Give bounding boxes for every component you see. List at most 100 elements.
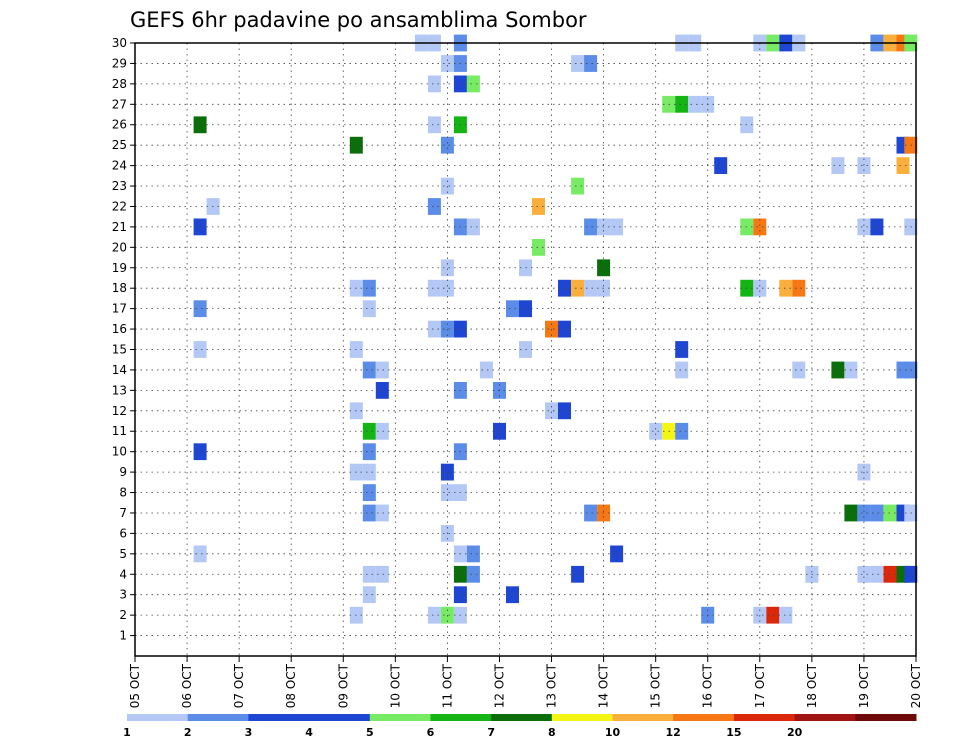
legend-label: 2: [184, 726, 192, 739]
legend-label: 10: [605, 726, 621, 739]
heat-cell: [362, 361, 376, 379]
y-tick-label: 23: [112, 179, 127, 193]
x-tick-label: 05 OCT: [128, 663, 142, 708]
heat-cell: [375, 565, 389, 583]
y-tick-label: 13: [112, 383, 127, 397]
heat-cell: [675, 361, 689, 379]
heat-cell: [610, 545, 624, 563]
x-tick-label: 18 OCT: [805, 663, 819, 708]
legend-swatch: [855, 714, 917, 721]
heat-cell: [440, 484, 454, 501]
y-tick-label: 6: [119, 526, 127, 540]
heat-cell: [571, 177, 585, 195]
y-tick-label: 29: [112, 56, 127, 70]
heat-cell: [571, 279, 585, 297]
heat-cell: [779, 279, 793, 297]
legend-label: 8: [548, 726, 556, 739]
x-tick-label: 13 OCT: [545, 663, 559, 708]
x-tick-label: 06 OCT: [180, 663, 194, 708]
legend-label: 4: [305, 726, 313, 739]
heat-cell: [362, 279, 376, 297]
heat-cell: [362, 504, 376, 522]
y-tick-label: 2: [119, 608, 127, 622]
heat-cell: [193, 341, 207, 358]
y-tick-label: 10: [112, 445, 127, 459]
heat-cell: [362, 484, 376, 501]
heat-cell: [362, 586, 376, 604]
y-tick-label: 11: [112, 424, 127, 438]
heat-cell: [532, 198, 545, 215]
legend-label: 15: [726, 726, 741, 739]
x-tick-label: 19 OCT: [857, 663, 871, 708]
heat-cell: [362, 463, 376, 481]
y-tick-label: 1: [119, 629, 127, 643]
y-tick-label: 14: [112, 363, 127, 377]
y-tick-label: 8: [119, 486, 127, 500]
y-tick-label: 9: [119, 465, 127, 479]
y-tick-label: 4: [119, 567, 127, 581]
x-tick-label: 20 OCT: [909, 663, 923, 708]
heat-cell: [362, 565, 376, 583]
heat-cell: [532, 239, 545, 256]
heat-cell: [466, 75, 480, 93]
heat-cell: [831, 361, 845, 379]
heat-cell: [193, 443, 207, 461]
legend: 1 2 3 4 5 6 7 8 10 12 15 20: [123, 714, 917, 739]
grid-layer: [135, 42, 916, 656]
legend-swatch: [369, 714, 431, 721]
heat-cell: [753, 279, 767, 297]
heat-cell: [714, 157, 728, 174]
y-tick-label: 27: [112, 97, 127, 111]
legend-label: 20: [787, 726, 803, 739]
x-tick-label: 10 OCT: [388, 663, 402, 708]
legend-label: 6: [427, 726, 435, 739]
y-tick-label: 12: [112, 404, 127, 418]
heat-cell: [857, 218, 871, 236]
heat-cell: [870, 218, 884, 236]
y-tick-label: 21: [112, 220, 127, 234]
legend-swatch: [551, 714, 613, 721]
heat-cell: [831, 157, 845, 174]
y-tick-label: 25: [112, 138, 127, 152]
heat-cell: [506, 586, 519, 604]
heat-cell: [571, 565, 585, 583]
y-tick-label: 18: [112, 281, 127, 295]
legend-swatch: [430, 714, 492, 721]
heat-cell: [571, 55, 585, 72]
y-tick-label: 19: [112, 261, 127, 275]
heat-cell: [545, 402, 558, 420]
y-tick-label: 30: [112, 36, 127, 50]
x-tick-label: 14 OCT: [597, 663, 611, 708]
legend-swatch: [187, 714, 249, 721]
y-tick-label: 22: [112, 199, 127, 213]
heat-cell: [193, 300, 207, 318]
heat-cell: [466, 545, 480, 563]
heat-cell: [584, 55, 598, 72]
heat-cell: [466, 218, 480, 236]
y-tick-label: 24: [112, 159, 127, 173]
heat-cell: [466, 565, 480, 583]
heat-cell: [857, 565, 871, 583]
heat-cell: [193, 116, 207, 134]
heat-cell: [193, 218, 207, 236]
heat-cell: [362, 422, 376, 440]
legend-swatch: [491, 714, 553, 721]
heat-cell: [584, 218, 598, 236]
legend-swatch: [612, 714, 674, 721]
heat-cell: [766, 606, 780, 624]
heat-cell: [375, 504, 389, 522]
y-tick-label: 26: [112, 118, 127, 132]
y-tick-label: 28: [112, 77, 127, 91]
legend-label: 3: [245, 726, 253, 739]
heat-cell: [362, 300, 376, 318]
heat-cell: [857, 157, 871, 174]
heat-cell: [675, 341, 689, 358]
y-tick-label: 20: [112, 240, 127, 254]
heat-cell: [440, 279, 454, 297]
heat-cell: [479, 361, 493, 379]
y-axis: 1234567891011121314151617181920212223242…: [112, 36, 135, 643]
x-tick-label: 09 OCT: [336, 663, 350, 708]
legend-swatch: [127, 714, 189, 721]
y-tick-label: 15: [112, 343, 127, 357]
heat-cell: [427, 320, 441, 338]
